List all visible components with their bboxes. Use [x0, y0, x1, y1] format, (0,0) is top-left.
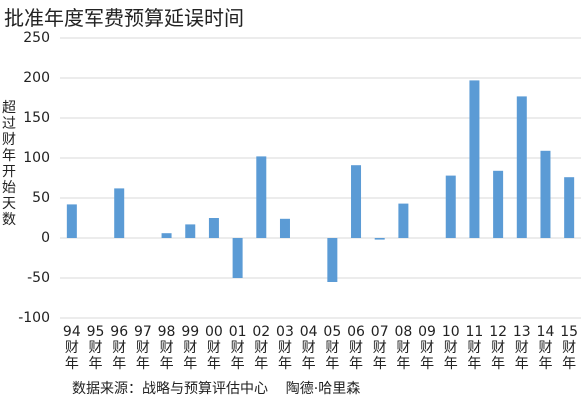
bar	[493, 170, 504, 238]
y-tick-label: 50	[32, 190, 50, 206]
bar	[469, 80, 480, 239]
x-tick-label: 00财年	[205, 324, 223, 372]
bar	[66, 204, 77, 238]
x-tick-label: 97财年	[133, 324, 152, 372]
source-note: 数据来源：战略与预算评估中心 陶德·哈里森	[72, 381, 361, 397]
x-tick-label: 07财年	[370, 324, 389, 372]
x-tick-label: 11财年	[465, 324, 484, 372]
x-tick-label: 96财年	[110, 324, 129, 372]
bar	[161, 233, 172, 238]
x-tick-label: 98财年	[157, 324, 176, 372]
x-tick-label: 05财年	[323, 324, 342, 372]
bar	[516, 96, 527, 239]
x-tick-label: 95财年	[86, 324, 105, 372]
x-tick-label: 10财年	[441, 324, 460, 372]
bar	[256, 156, 267, 238]
bar	[540, 150, 551, 238]
y-tick-label: -100	[18, 310, 50, 326]
x-tick-label: 02财年	[252, 324, 271, 372]
x-tick-label: 03财年	[276, 324, 294, 372]
bar	[114, 188, 125, 238]
bar	[208, 218, 219, 238]
x-tick-label: 13财年	[512, 324, 531, 372]
y-tick-label: 0	[41, 230, 50, 246]
x-tick-label: 99财年	[181, 324, 200, 372]
bar	[279, 218, 290, 238]
x-tick-label: 09财年	[418, 324, 436, 372]
x-tick-label: 14财年	[536, 324, 555, 372]
x-tick-label: 04财年	[299, 324, 318, 372]
y-tick-label: 200	[23, 70, 50, 86]
x-tick-label: 15财年	[560, 324, 579, 372]
chart-title: 批准年度军费预算延误时间	[4, 6, 244, 30]
bar	[232, 238, 243, 278]
x-tick-label: 12财年	[489, 324, 508, 372]
y-tick-label: 150	[23, 110, 50, 126]
bar	[564, 177, 575, 238]
bar	[185, 224, 196, 238]
bar	[327, 238, 338, 282]
y-tick-label: -50	[27, 270, 50, 286]
x-tick-label: 08财年	[394, 324, 413, 372]
y-tick-label: 250	[23, 30, 50, 46]
x-tick-label: 06财年	[347, 324, 365, 372]
x-tick-label: 94财年	[62, 324, 81, 372]
bar	[351, 165, 362, 238]
bar	[445, 175, 456, 238]
y-tick-label: 100	[23, 150, 50, 166]
bar	[374, 238, 385, 240]
y-axis-label: 超过财年开始天数	[2, 100, 16, 228]
x-tick-label: 01财年	[228, 324, 247, 372]
bar	[398, 203, 409, 238]
